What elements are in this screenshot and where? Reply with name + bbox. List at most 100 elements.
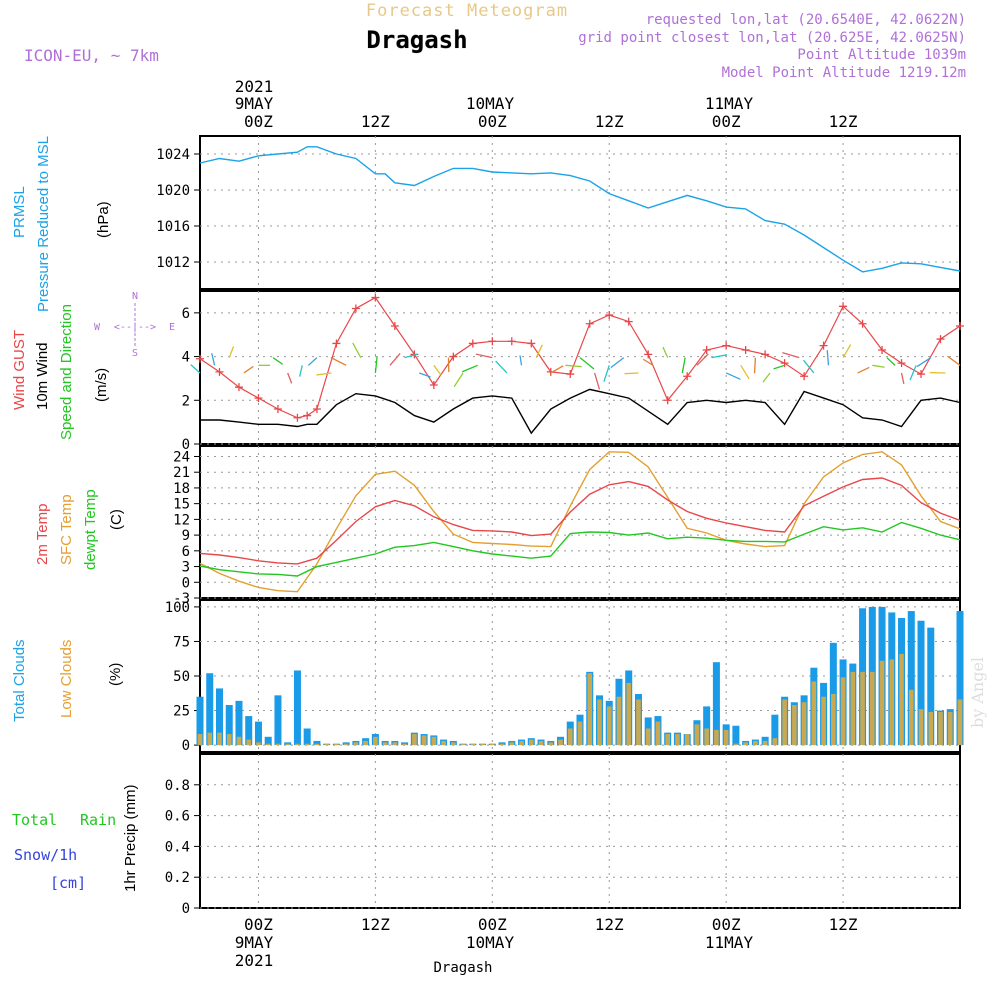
gust-marker [234, 383, 243, 392]
model-altitude: Model Point Altitude 1219.12m [722, 65, 966, 81]
wind-direction-arrow [782, 352, 800, 359]
gust-marker [429, 380, 438, 389]
gust-marker [371, 293, 380, 302]
total-cloud-bar [293, 670, 301, 746]
low-cloud-bar [840, 677, 846, 746]
y-tick-label: 0 [182, 901, 190, 917]
low-cloud-bar [509, 742, 515, 746]
wind-direction-arrow [419, 372, 431, 378]
total-cloud-bar [215, 688, 223, 746]
gust-marker [741, 346, 750, 355]
wind-direction-arrow [535, 344, 543, 358]
gust-marker [722, 341, 731, 350]
gust-marker [839, 302, 848, 311]
top-hour-label: 12Z [829, 112, 858, 131]
panel-frames [199, 135, 961, 909]
wind-series [190, 293, 964, 435]
panel-frame-wind [199, 290, 961, 445]
low-cloud-bar [490, 743, 495, 746]
wind-direction-arrow [389, 353, 401, 366]
wind-direction-arrow [603, 365, 610, 382]
low-cloud-bar [928, 711, 934, 746]
wind-direction-arrow [681, 357, 686, 374]
wind-direction-arrow [228, 346, 235, 358]
bottom-hour-label: 12Z [595, 915, 624, 934]
low-cloud-bar [558, 739, 563, 746]
gust-marker [605, 311, 614, 320]
top-hour-label: 12Z [595, 112, 624, 131]
gust-marker [312, 405, 321, 414]
low-cloud-bar [870, 671, 875, 746]
low-cloud-bar [694, 724, 700, 746]
top-year-label: 2021 [235, 77, 274, 96]
gust-marker [917, 370, 926, 379]
gust-marker [527, 339, 536, 348]
sfc-temp-line [199, 451, 961, 593]
low-cloud-bar [480, 743, 485, 746]
y-tick-label: 0 [182, 437, 190, 453]
compass-arrows: <--|--> [114, 322, 156, 333]
total-cloud-bar [225, 705, 233, 746]
top-day-label-2: 10MAY [466, 94, 515, 113]
gust-marker [878, 346, 887, 355]
total-cloud-bar [956, 611, 964, 746]
wind-direction-arrow [404, 353, 418, 359]
temp-sfc-label: SFC Temp [58, 494, 75, 565]
low-cloud-bar [528, 739, 534, 746]
y-tick-label: 100 [165, 600, 190, 616]
total-cloud-bar [274, 695, 282, 746]
y-tick-label: 1020 [156, 183, 190, 199]
total-cloud-bar [206, 673, 214, 746]
gust-marker [936, 335, 945, 344]
low-cloud-bar [441, 740, 446, 746]
low-cloud-bar [314, 743, 320, 746]
wind-direction-arrow [662, 346, 669, 358]
low-cloud-bar [957, 699, 963, 746]
y-tick-label: 1016 [156, 219, 190, 235]
wind-direction-arrow [579, 357, 595, 370]
gust-marker [644, 350, 653, 359]
point-altitude: Point Altitude 1039m [797, 47, 966, 63]
wind-direction-arrow [433, 364, 442, 376]
bottom-hour-label: 00Z [478, 915, 507, 934]
y-tick-label: 12 [173, 512, 190, 528]
gust-marker [273, 405, 282, 414]
requested-coords: requested lon,lat (20.6540E, 42.0622N) [646, 12, 966, 28]
low-cloud-bar [567, 728, 573, 746]
model-label: ICON-EU, ~ 7km [24, 46, 159, 65]
low-cloud-bar [655, 721, 661, 746]
low-cloud-bar [772, 738, 778, 746]
precip-rain-label: Rain [80, 811, 116, 829]
wind-direction-arrow [550, 365, 564, 374]
top-hour-label: 00Z [478, 112, 507, 131]
wind-direction-arrow [900, 372, 905, 385]
wind-direction-arrow [374, 356, 378, 374]
low-cloud-bar [626, 682, 632, 746]
cloud-series [196, 606, 964, 746]
snow-label: Snow/1h [14, 846, 77, 864]
pressure-label-1: PRMSL [11, 186, 28, 238]
low-cloud-bar [938, 711, 943, 746]
wind-direction-arrow [753, 357, 757, 374]
low-cloud-bar [412, 734, 417, 746]
wind-direction-arrow [610, 357, 625, 369]
low-cloud-bar [295, 743, 300, 746]
low-cloud-bar [402, 743, 407, 746]
panel-frame-pressure [199, 135, 961, 290]
y-tick-label: 0.8 [165, 778, 190, 794]
low-cloud-bar [597, 699, 602, 746]
gust-marker [897, 359, 906, 368]
low-cloud-bar [743, 742, 748, 746]
dewpt-line [199, 521, 961, 577]
y-tick-label: 6 [182, 544, 190, 560]
bottom-year-label: 2021 [235, 951, 274, 970]
low-cloud-bar [606, 706, 612, 746]
y-tick-label: 9 [182, 528, 190, 544]
bottom-hour-label: 12Z [829, 915, 858, 934]
clouds-unit: (%) [107, 663, 124, 686]
low-cloud-bar [636, 699, 641, 746]
temp-2m-line [199, 477, 961, 565]
gust-marker [332, 339, 341, 348]
pressure-series [199, 146, 961, 273]
